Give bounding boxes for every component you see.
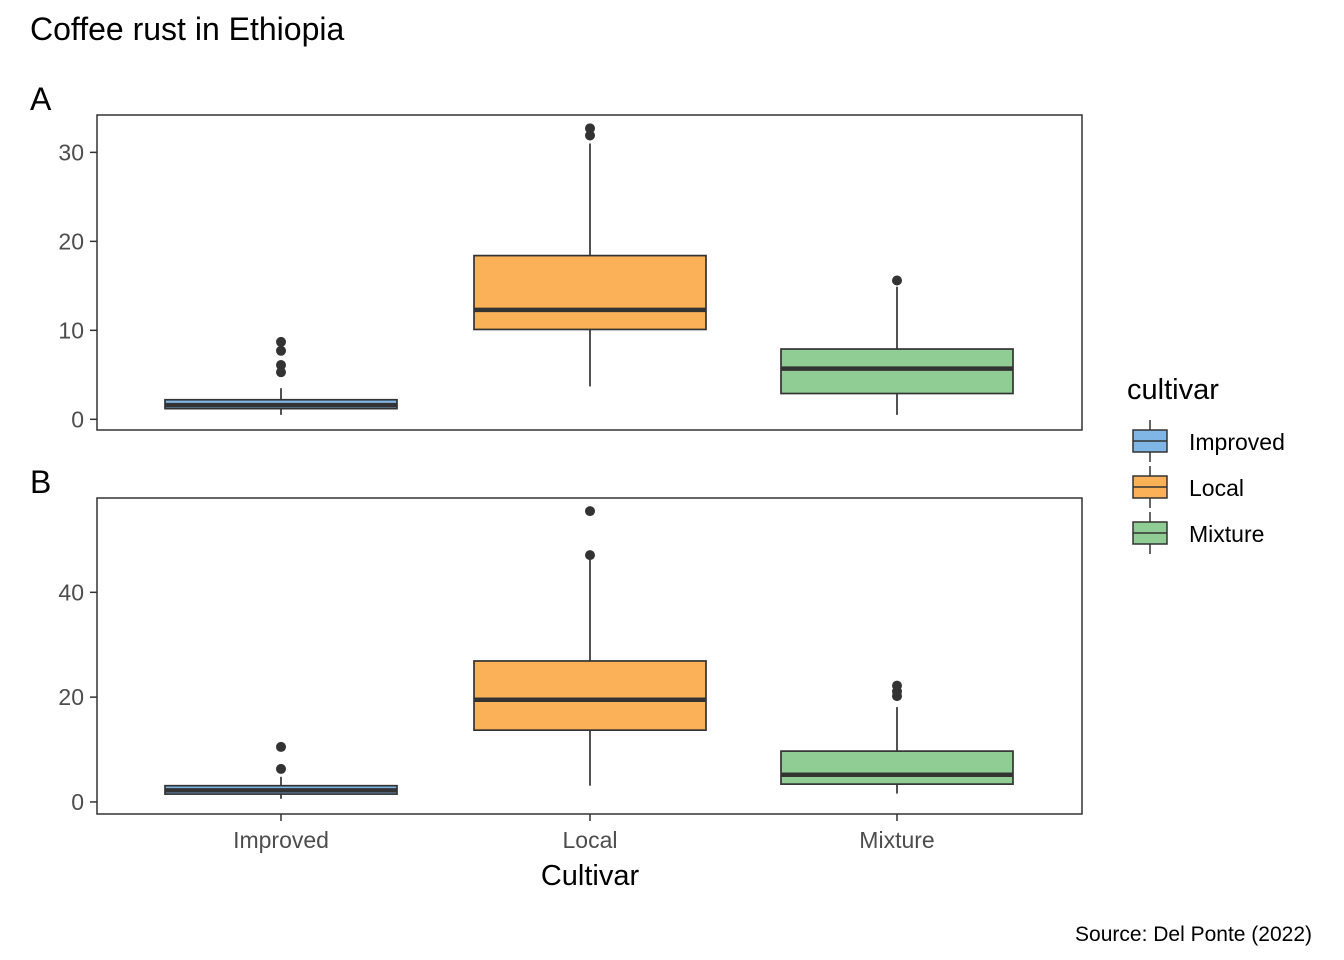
legend-item-local: Local <box>1132 466 1244 508</box>
outlier-point <box>276 763 286 774</box>
panel-b: B 0 20 40 <box>30 464 1083 815</box>
x-tick-label: Mixture <box>859 827 934 853</box>
outlier-point <box>585 506 595 517</box>
chart-caption: Source: Del Ponte (2022) <box>1075 923 1312 946</box>
y-tick-label: 0 <box>71 789 84 815</box>
legend-label: Local <box>1189 475 1244 501</box>
x-tick-label: Improved <box>233 827 329 853</box>
legend: cultivar Improved Local Mixture <box>1127 374 1285 554</box>
boxplot-mixture <box>780 275 1014 415</box>
boxplot-local <box>473 506 707 786</box>
box-iqr <box>780 348 1014 395</box>
box-iqr <box>473 254 707 331</box>
y-tick-label: 0 <box>71 406 84 432</box>
y-tick-label: 40 <box>58 579 84 605</box>
boxplot-improved <box>164 336 398 415</box>
y-tick-label: 20 <box>58 228 84 254</box>
panel-tag: B <box>30 464 51 500</box>
legend-label: Improved <box>1189 429 1285 455</box>
legend-item-improved: Improved <box>1132 420 1285 462</box>
outlier-point <box>276 360 286 371</box>
outlier-point <box>892 680 902 691</box>
x-axis-title: Cultivar <box>541 860 640 892</box>
y-tick-label: 10 <box>58 317 84 343</box>
legend-item-mixture: Mixture <box>1132 512 1264 554</box>
panel-tag: A <box>30 81 52 117</box>
y-tick-label: 30 <box>58 139 84 165</box>
boxplot-local <box>473 123 707 387</box>
legend-title: cultivar <box>1127 374 1219 406</box>
outlier-point <box>276 345 286 356</box>
outlier-point <box>276 336 286 347</box>
panel-a: A 0 10 20 30 <box>30 81 1083 432</box>
outlier-point <box>276 367 286 378</box>
outlier-point <box>585 123 595 134</box>
y-tick-label: 20 <box>58 684 84 710</box>
outlier-point <box>585 130 595 141</box>
box-iqr <box>473 660 707 732</box>
x-tick-label: Local <box>563 827 618 853</box>
boxplot-improved <box>164 741 398 799</box>
x-axis: Improved Local Mixture <box>233 814 935 853</box>
chart-title: Coffee rust in Ethiopia <box>30 11 344 47</box>
outlier-point <box>276 741 286 752</box>
outlier-point <box>892 275 902 286</box>
legend-label: Mixture <box>1189 521 1264 547</box>
box-iqr <box>780 750 1014 785</box>
outlier-point <box>585 550 595 561</box>
boxplot-mixture <box>780 680 1014 794</box>
